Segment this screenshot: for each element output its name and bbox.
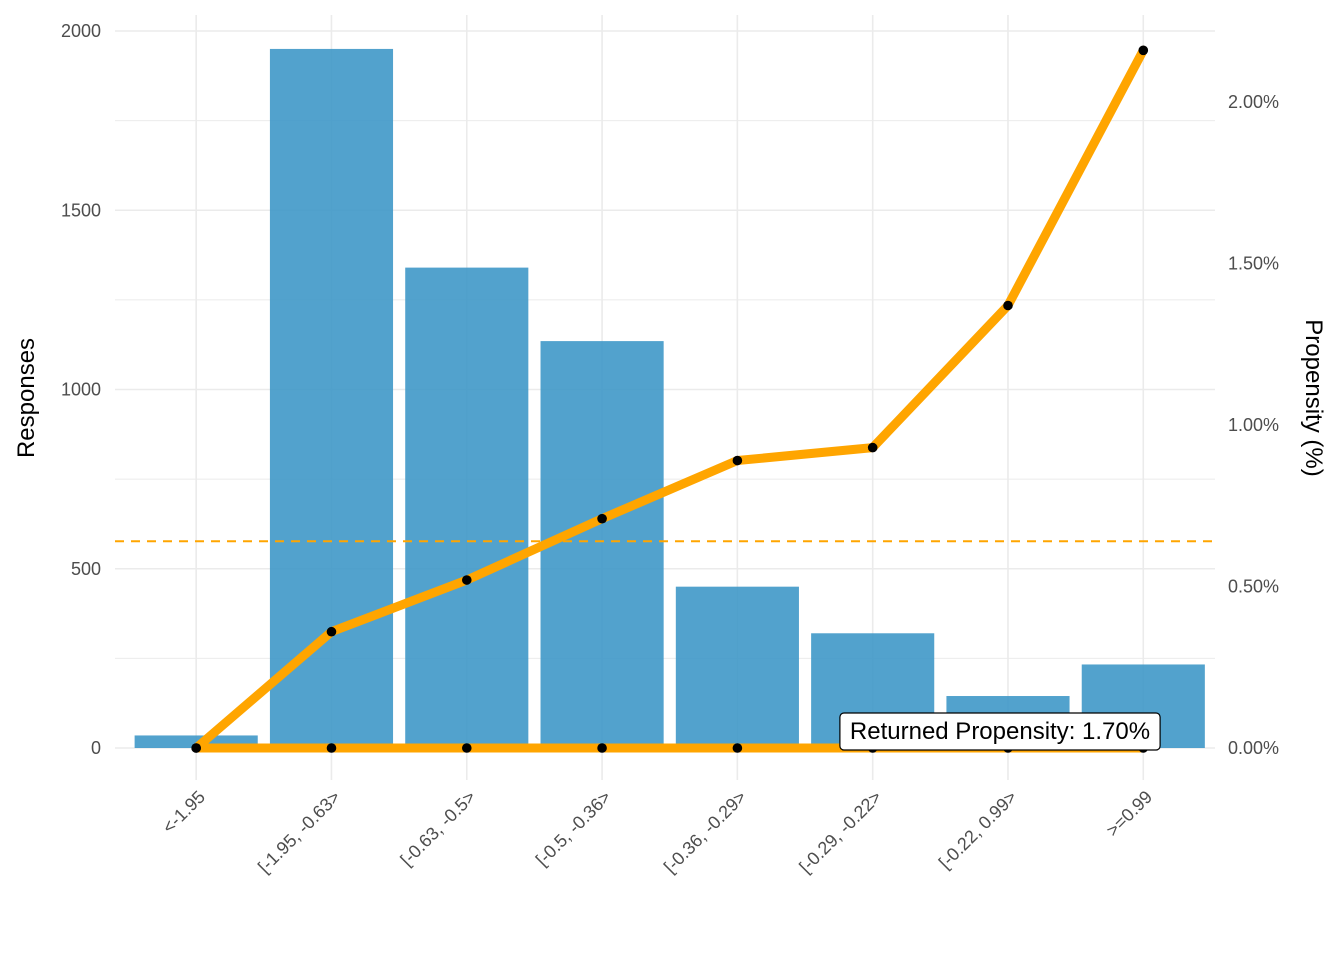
point [1138, 45, 1149, 56]
y-tick-label: 0 [91, 738, 101, 758]
point [732, 743, 743, 753]
x-axis: <-1.95 [-1.95, -0.63> [-0.63, -0.5> [-0.5, … [158, 787, 1156, 877]
point [867, 442, 878, 453]
x-tick-label: >=0.99 [1102, 787, 1156, 841]
y-axis-right: 0.00% 0.50% 1.00% 1.50% 2.00% [1228, 92, 1279, 758]
point [461, 743, 472, 753]
annotation-group: Returned Propensity: 1.70% [839, 712, 1161, 751]
y-right-tick-label: 0.00% [1228, 738, 1279, 758]
bar [269, 48, 394, 749]
bar [675, 586, 799, 748]
point [191, 743, 201, 753]
x-tick-label: <-1.95 [158, 787, 209, 838]
point [1003, 300, 1013, 311]
annotation-box [839, 712, 1161, 751]
point [326, 743, 337, 753]
point [461, 575, 472, 585]
point [597, 513, 607, 524]
y-right-tick-label: 1.00% [1228, 415, 1279, 435]
point [732, 455, 743, 466]
annotation-label: Returned Propensity: 1.70% [850, 718, 1150, 745]
propensity-line [191, 45, 1148, 753]
y-tick-label: 1500 [61, 200, 101, 220]
y-right-tick-label: 2.00% [1228, 92, 1279, 112]
x-tick-label: [-0.5, -0.36> [532, 787, 615, 870]
y-right-tick-label: 1.50% [1228, 254, 1279, 274]
bars [134, 48, 1205, 749]
y-axis-right-title: Propensity (%) [1300, 319, 1327, 476]
x-tick-label: [-0.22, 0.99> [935, 787, 1021, 873]
point [597, 743, 607, 753]
y-tick-label: 2000 [61, 21, 101, 41]
y-right-tick-label: 0.50% [1228, 577, 1279, 597]
x-tick-label: [-0.29, -0.22> [795, 787, 885, 877]
y-tick-label: 500 [71, 559, 101, 579]
point [326, 626, 337, 637]
y-axis-left: 0 500 1000 1500 2000 [61, 21, 101, 758]
x-tick-label: [-0.63, -0.5> [396, 787, 479, 870]
y-tick-label: 1000 [61, 380, 101, 400]
bar [405, 267, 529, 748]
x-tick-label: [-1.95, -0.63> [254, 787, 344, 877]
x-tick-label: [-0.36, -0.29> [660, 787, 750, 877]
y-axis-title: Responses [13, 338, 40, 458]
bar [540, 341, 664, 748]
